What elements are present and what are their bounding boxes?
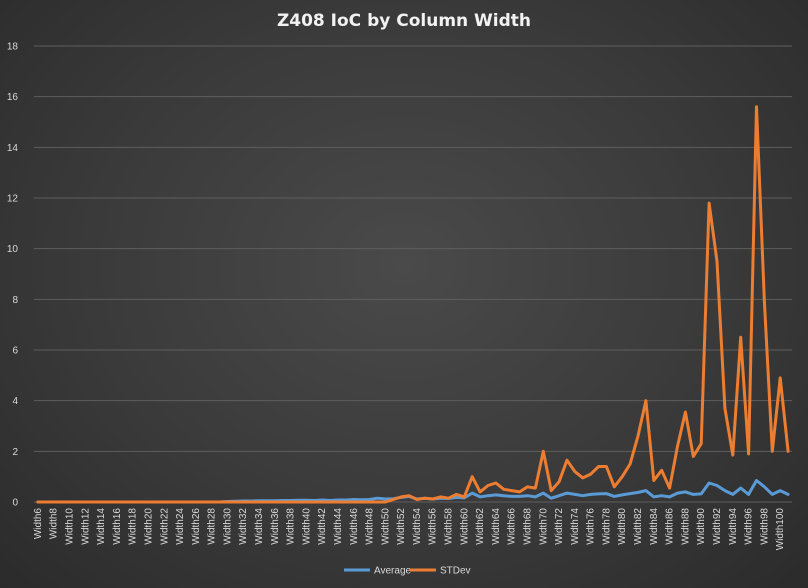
x-tick-label: Width26 [191, 508, 202, 545]
y-tick-label: 18 [7, 42, 19, 53]
x-tick-label: Width50 [380, 508, 391, 545]
legend: Average STDev [344, 566, 471, 577]
x-tick-label: Width66 [507, 508, 518, 545]
x-tick-label: Width70 [538, 508, 549, 545]
gridlines [34, 45, 792, 503]
x-tick-label: Width80 [617, 508, 628, 545]
x-tick-label: Width90 [696, 508, 707, 545]
series-line-stdev [36, 105, 790, 504]
x-tick-label: Width10 [65, 508, 76, 545]
x-tick-label: Width64 [491, 508, 502, 545]
x-tick-label: Width12 [80, 508, 91, 545]
y-tick-label: 8 [12, 295, 18, 306]
x-tick-label: Width34 [254, 508, 265, 545]
x-tick-label: Width20 [143, 508, 154, 545]
x-tick-label: Width28 [207, 508, 218, 545]
x-tick-label: Width88 [680, 508, 691, 545]
x-tick-label: Width46 [349, 508, 360, 545]
x-tick-label: Width60 [459, 508, 470, 545]
x-tick-label: Width84 [649, 508, 660, 545]
x-tick-label: Width8 [49, 508, 60, 540]
x-tick-label: Width30 [222, 508, 233, 545]
chart-title: Z408 IoC by Column Width [277, 11, 531, 31]
legend-label-average: Average [374, 566, 412, 577]
x-tick-label: Width76 [586, 508, 597, 545]
x-axis-tick-labels: Width6 Width8 Width10 Width12 Width14 Width16… [33, 508, 786, 551]
x-tick-label: Width68 [522, 508, 533, 545]
x-tick-label: Width52 [396, 508, 407, 545]
x-tick-label: Width72 [554, 508, 565, 545]
x-tick-label: Width24 [175, 508, 186, 545]
x-tick-label: Width48 [365, 508, 376, 545]
series-lines [36, 105, 790, 504]
x-tick-label: Width78 [601, 508, 612, 545]
y-tick-label: 2 [12, 447, 18, 458]
y-tick-label: 14 [7, 143, 19, 154]
x-tick-label: Width96 [744, 508, 755, 545]
x-tick-label: Width86 [665, 508, 676, 545]
y-tick-label: 6 [12, 346, 18, 357]
x-tick-label: Width54 [412, 508, 423, 545]
legend-label-stdev: STDev [440, 566, 471, 577]
x-tick-label: Width32 [238, 508, 249, 545]
x-tick-label: Width44 [333, 508, 344, 545]
x-tick-label: Width62 [475, 508, 486, 545]
x-tick-label: Width38 [286, 508, 297, 545]
y-axis-tick-labels: 0 2 4 6 8 10 12 14 16 18 [7, 42, 19, 509]
x-tick-label: Width82 [633, 508, 644, 545]
x-tick-label: Width18 [128, 508, 139, 545]
y-tick-label: 4 [12, 396, 18, 407]
y-tick-label: 10 [7, 244, 19, 255]
x-tick-label: Width42 [317, 508, 328, 545]
x-tick-label: Width74 [570, 508, 581, 545]
y-tick-label: 16 [7, 92, 19, 103]
x-tick-label: Width98 [759, 508, 770, 545]
x-tick-label: Width22 [159, 508, 170, 545]
x-tick-label: Width94 [728, 508, 739, 545]
x-tick-label: Width58 [444, 508, 455, 545]
x-tick-label: Width6 [33, 508, 44, 540]
y-tick-label: 12 [7, 194, 19, 205]
y-tick-label: 0 [12, 498, 18, 509]
x-tick-label: Width100 [775, 508, 786, 551]
x-tick-label: Width14 [96, 508, 107, 545]
x-tick-label: Width16 [112, 508, 123, 545]
x-tick-label: Width36 [270, 508, 281, 545]
x-tick-label: Width56 [428, 508, 439, 545]
x-tick-label: Width40 [301, 508, 312, 545]
x-tick-label: Width92 [712, 508, 723, 545]
